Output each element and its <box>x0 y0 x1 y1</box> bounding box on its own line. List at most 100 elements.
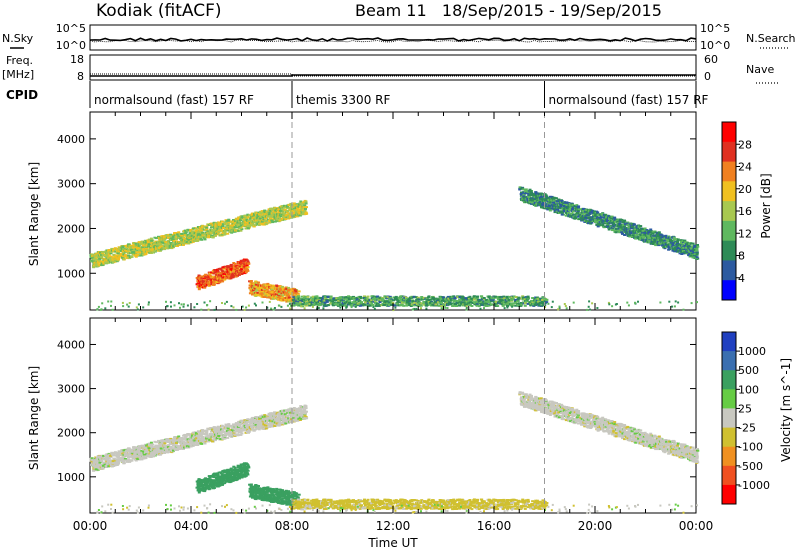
cpid-segment-label: normalsound (fast) 157 RF <box>94 93 254 107</box>
power-echo-cell <box>549 210 552 212</box>
power-echo-cell <box>231 276 234 278</box>
power-echo-cell <box>696 246 699 248</box>
power-echo-cell <box>561 214 564 216</box>
power-echo-cell <box>200 239 203 241</box>
nave-label: Nave <box>746 63 774 76</box>
power-echo-cell <box>554 197 557 199</box>
power-echo-cell <box>572 211 575 213</box>
power-echo-cell <box>264 218 267 220</box>
power-echo-cell <box>529 191 532 193</box>
power-echo-cell <box>211 236 214 238</box>
power-echo-cell <box>326 300 329 302</box>
freq-label: Freq. <box>6 54 33 67</box>
power-echo-cell <box>227 220 230 222</box>
power-echo-cell <box>695 248 698 250</box>
power-echo-cell <box>649 229 652 231</box>
power-echo-cell <box>221 270 224 272</box>
power-echo-cell <box>267 294 270 296</box>
power-echo-cell <box>251 224 254 226</box>
power-echo-cell <box>258 224 261 226</box>
power-echo-cell <box>226 233 229 235</box>
power-echo-cell <box>177 231 180 233</box>
power-echo-cell <box>130 256 133 258</box>
power-echo-cell <box>305 206 308 208</box>
power-echo-cell <box>693 245 696 247</box>
power-echo-cell <box>138 249 141 251</box>
power-echo-cell <box>183 238 186 240</box>
power-echo-cell <box>178 244 181 246</box>
power-echo-cell <box>162 247 165 249</box>
noise-right-tick-top: 10^5 <box>700 22 730 35</box>
power-echo-cell <box>379 301 382 303</box>
power-echo-cell <box>150 240 153 242</box>
power-echo-cell <box>205 228 208 230</box>
nsky-label: N.Sky <box>2 32 34 45</box>
power-echo-cell <box>180 233 183 235</box>
power-echo-cell <box>99 258 102 260</box>
power-echo-cell <box>297 295 300 297</box>
power-echo-cell <box>247 266 250 268</box>
power-echo-cell <box>545 194 548 196</box>
cpid-segment-label: themis 3300 RF <box>296 93 390 107</box>
power-echo-cell <box>264 220 267 222</box>
power-echo-cell <box>241 273 244 275</box>
power-echo-cell <box>596 211 599 213</box>
power-echo-cell <box>483 297 486 299</box>
power-echo-cell <box>402 305 405 307</box>
power-echo-cell <box>305 203 308 205</box>
power-echo-cell <box>250 280 253 282</box>
power-echo-cell <box>348 298 351 300</box>
power-echo-cell <box>226 266 229 268</box>
power-echo-cell <box>696 256 699 258</box>
power-echo-cell <box>306 296 309 298</box>
power-echo-cell <box>224 231 227 233</box>
beam-date-title: Beam 11 18/Sep/2015 - 19/Sep/2015 <box>355 1 662 20</box>
power-echo-cell <box>221 280 224 282</box>
power-echo-cell <box>150 238 153 240</box>
cpid-segment-label: normalsound (fast) 157 RF <box>549 93 709 107</box>
freq-left-tick-top: 18 <box>70 53 84 66</box>
power-echo-cell <box>148 243 151 245</box>
power-echo-cell <box>351 304 354 306</box>
power-echo-cell <box>552 202 555 204</box>
freq-panel: Freq. [MHz] 18 8 60 0 Nave <box>2 53 778 83</box>
power-echo-cell <box>272 285 275 287</box>
power-echo-cell <box>246 269 249 271</box>
power-echo-cell <box>455 305 458 307</box>
power-echo-cell <box>696 254 699 256</box>
power-echo-cell <box>295 290 298 292</box>
power-echo-cell <box>613 217 616 219</box>
power-echo-cell <box>428 295 431 297</box>
power-echo-cell <box>615 231 618 233</box>
power-echo-cell <box>363 304 366 306</box>
power-echo-cell <box>205 227 208 229</box>
power-echo-cell <box>192 227 195 229</box>
power-echo-cell <box>327 296 330 298</box>
power-echo-cell <box>476 296 479 298</box>
power-echo-cell <box>298 290 301 292</box>
power-echo-cell <box>676 241 679 243</box>
power-echo-cell <box>420 305 423 307</box>
power-echo-cell <box>304 208 307 210</box>
power-echo-cell <box>620 219 623 221</box>
power-echo-cell <box>548 208 551 210</box>
power-echo-cell <box>160 244 163 246</box>
power-echo-cell <box>470 305 473 307</box>
noise-panel: N.Sky 10^5 10^0 10^5 10^0 N.Search <box>2 22 796 52</box>
power-echo-cell <box>531 202 534 204</box>
radar-title: Kodiak (fitACF) <box>96 1 222 21</box>
power-echo-cell <box>196 240 199 242</box>
power-echo-cell <box>305 201 308 203</box>
nave-right-tick-top: 60 <box>704 53 718 66</box>
freq-unit-label: [MHz] <box>2 68 34 81</box>
power-echo-cell <box>367 296 370 298</box>
power-echo-cell <box>144 253 147 255</box>
power-echo-cell <box>247 263 250 265</box>
nsearch-label: N.Search <box>746 32 796 45</box>
power-echo-cell <box>642 230 645 232</box>
power-echo-cell <box>123 258 126 260</box>
noise-left-tick-bottom: 10^0 <box>56 39 86 52</box>
power-echo-cell <box>343 298 346 300</box>
power-echo-cell <box>659 234 662 236</box>
